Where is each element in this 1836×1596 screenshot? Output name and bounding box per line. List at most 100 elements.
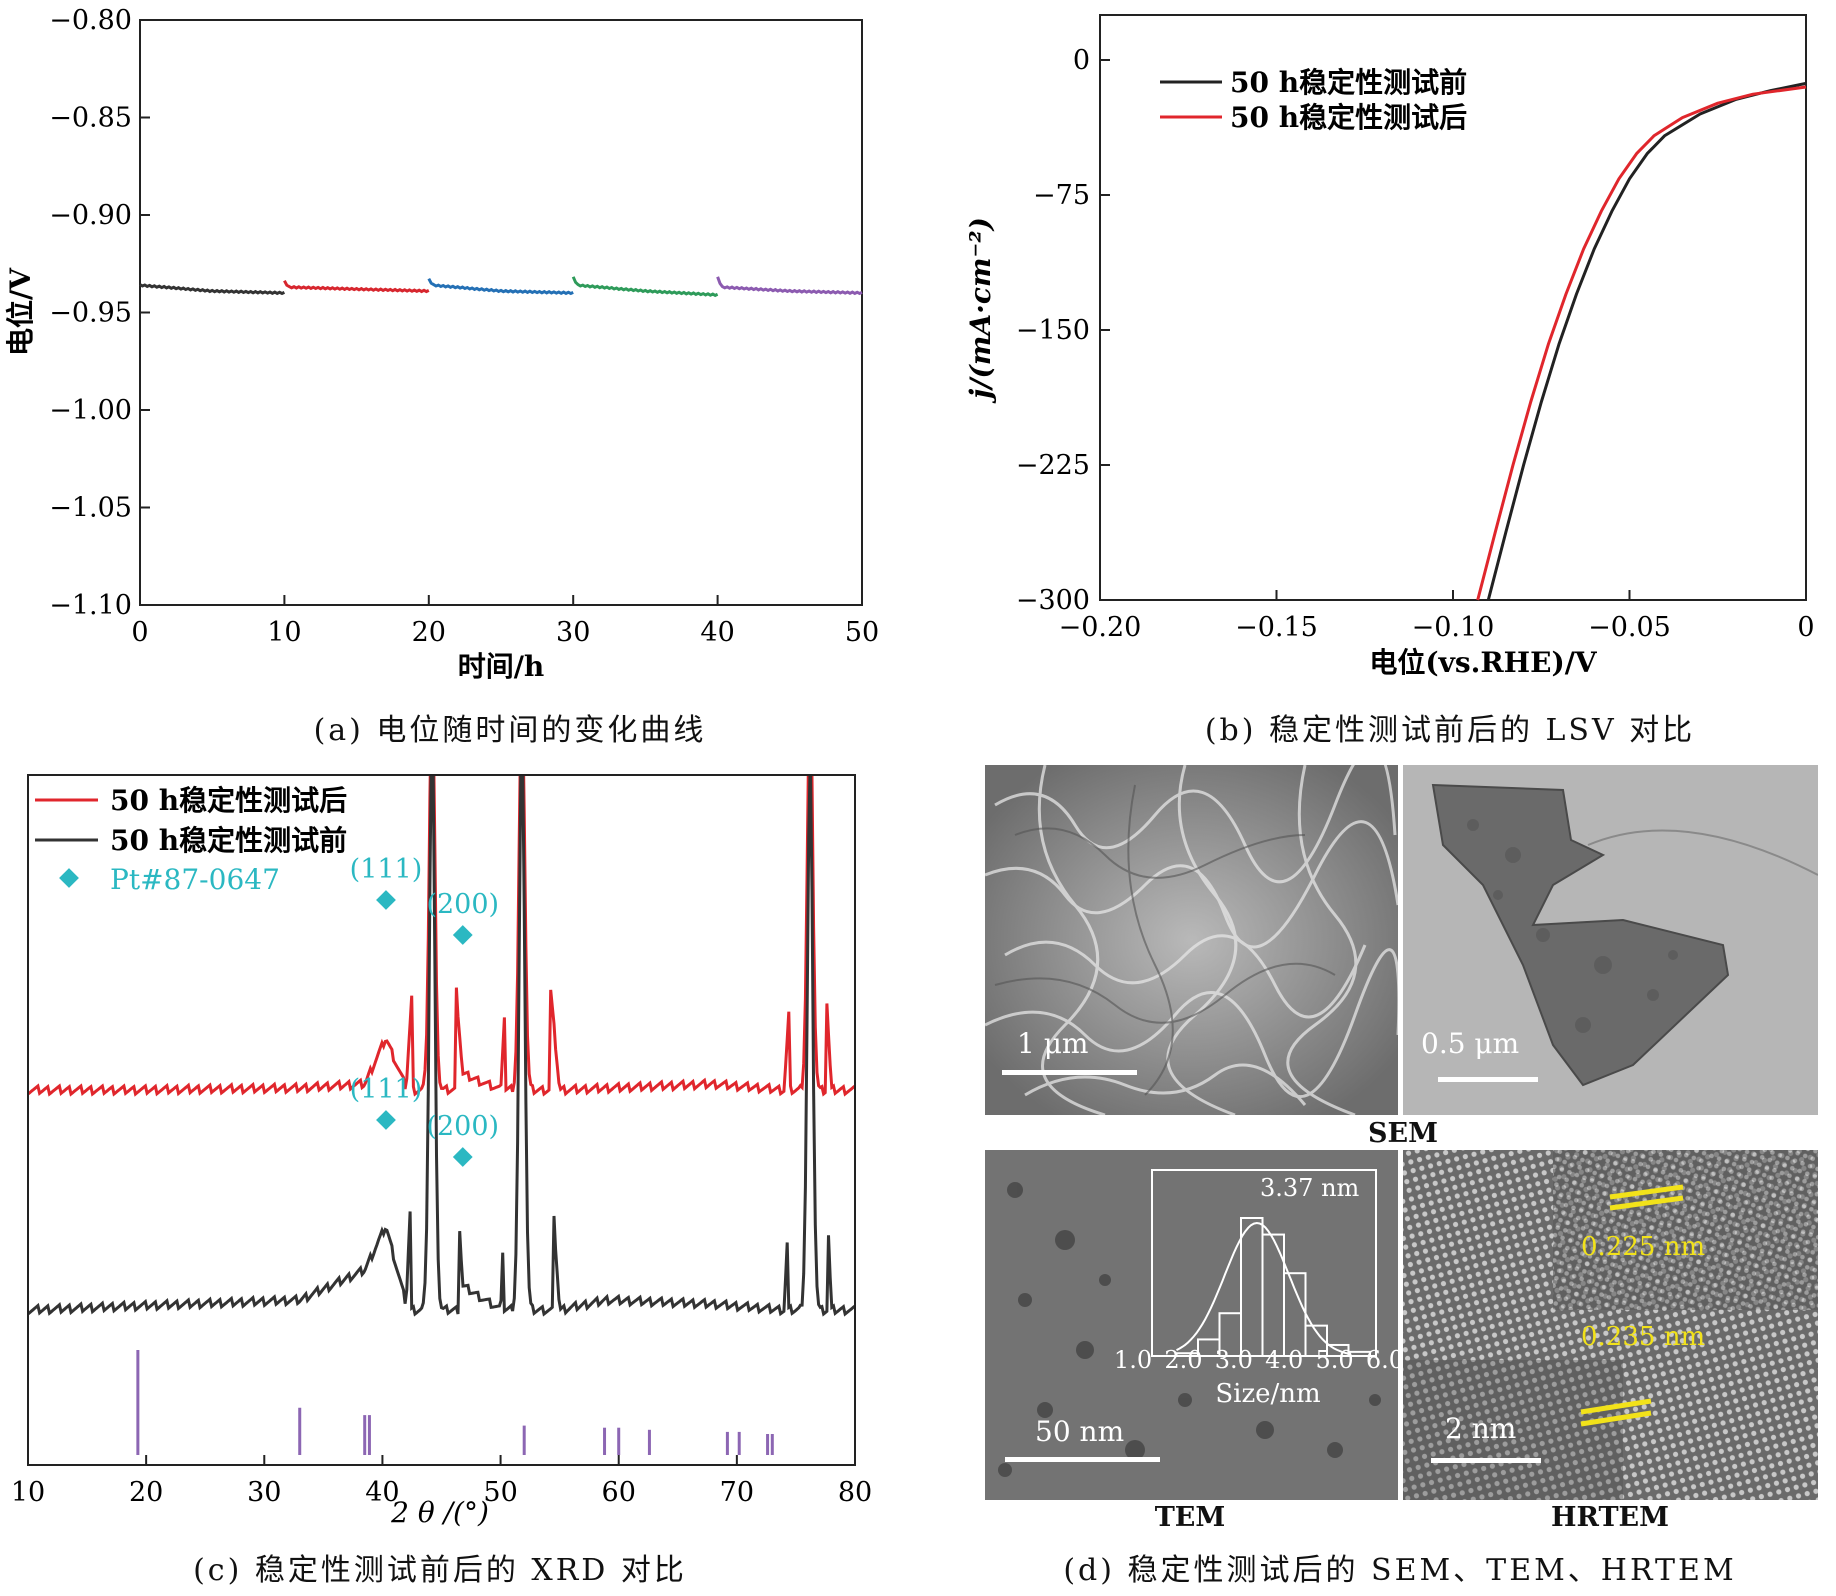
a-ytick-label: −0.95 bbox=[49, 298, 132, 329]
caption-b: (b) 稳定性测试前后的 LSV 对比 bbox=[1204, 713, 1696, 748]
a-series-5 bbox=[716, 276, 863, 296]
c-peak-marker bbox=[452, 925, 473, 945]
chart-b: 0 −75 −150 −225 −300 −0.20 −0.15 −0.10 −0.05 0 5… bbox=[964, 14, 1815, 679]
b-series-2 bbox=[1476, 85, 1807, 601]
a-series-2 bbox=[283, 279, 430, 294]
a-xtick-label: 10 bbox=[267, 617, 301, 648]
c-peak-label: (200) bbox=[426, 889, 499, 920]
tem-inset: 3.37 nm bbox=[1150, 1168, 1378, 1378]
tem-image: 3.37 nm 1.0 2.0 3.0 4.0 5.0 6.0 Size/nm 50 nm bbox=[985, 1150, 1398, 1500]
lattice-fringe-marks-top bbox=[1609, 1184, 1684, 1211]
chart-c: 10 20 30 40 50 60 70 80 (111)(200)(111)(200) 50… bbox=[11, 774, 872, 1529]
inset-bar bbox=[1347, 1350, 1371, 1358]
caption-d: (d) 稳定性测试后的 SEM、TEM、HRTEM bbox=[1063, 1553, 1737, 1588]
c-xtick-label: 20 bbox=[129, 1477, 163, 1508]
c-peak-label: (200) bbox=[426, 1111, 499, 1142]
tem-scalebar bbox=[1005, 1457, 1160, 1462]
b-ytick-label: 0 bbox=[1073, 45, 1090, 76]
chart-c-legend: 50 h稳定性测试后 50 h稳定性测试前 Pt#87-0647 bbox=[35, 784, 347, 896]
c-peak-marker bbox=[376, 1110, 396, 1130]
inset-bar bbox=[1326, 1343, 1350, 1358]
chart-a-xlabel: 时间/h bbox=[458, 650, 545, 683]
c-xtick-label: 30 bbox=[247, 1477, 281, 1508]
b-ytick-label: −300 bbox=[1016, 585, 1090, 616]
sem-scale-label: 1 μm bbox=[1017, 1027, 1089, 1060]
chart-a-ylabel: 电位/V bbox=[4, 267, 37, 356]
nanosheet-flake bbox=[1431, 783, 1730, 1087]
c-xtick-label: 10 bbox=[11, 1477, 45, 1508]
chart-b-xlabel: 电位(vs.RHE)/V bbox=[1369, 646, 1598, 679]
inset-xtick-label: 4.0 bbox=[1265, 1346, 1303, 1374]
c-peak-marker bbox=[376, 890, 396, 910]
a-xtick-label: 40 bbox=[700, 617, 734, 648]
inset-bar bbox=[1240, 1217, 1264, 1357]
b-xtick-label: 0 bbox=[1797, 612, 1814, 643]
a-ytick-label: −0.80 bbox=[49, 5, 132, 36]
a-ytick-label: −0.90 bbox=[49, 200, 132, 231]
b-xtick-label: −0.10 bbox=[1412, 612, 1495, 643]
sem-image: 1 μm bbox=[985, 765, 1398, 1115]
hrtem-texture bbox=[1403, 1150, 1818, 1500]
label-tem: TEM bbox=[1154, 1502, 1226, 1533]
b-ytick-label: −150 bbox=[1016, 315, 1090, 346]
legend-c-label-before: 50 h稳定性测试前 bbox=[110, 824, 347, 857]
tem-inset-axis: 1.0 2.0 3.0 4.0 5.0 6.0 Size/nm bbox=[1115, 1346, 1398, 1409]
lattice-fringe-marks-bottom bbox=[1580, 1398, 1652, 1427]
inset-xtick-label: 5.0 bbox=[1316, 1346, 1354, 1374]
inset-gaussian-curve bbox=[1176, 1221, 1349, 1355]
c-peak-label: (111) bbox=[350, 854, 423, 885]
c-peak-label: (111) bbox=[350, 1074, 423, 1105]
a-xtick-label: 0 bbox=[131, 617, 148, 648]
tem-lowmag-image: 0.5 μm bbox=[1403, 765, 1818, 1115]
c-xtick-label: 80 bbox=[838, 1477, 872, 1508]
inset-xtick-label: 1.0 bbox=[1115, 1346, 1152, 1374]
inset-bar bbox=[1304, 1324, 1328, 1357]
b-ytick-label: −75 bbox=[1033, 180, 1090, 211]
caption-c: (c) 稳定性测试前后的 XRD 对比 bbox=[193, 1553, 687, 1588]
chart-a: −0.80 −0.85 −0.90 −0.95 −1.00 −1.05 −1.10 0 10 2… bbox=[4, 5, 879, 683]
a-ytick-label: −1.05 bbox=[49, 493, 132, 524]
chart-b-ylabel: j/(mA·cm⁻²) bbox=[964, 217, 997, 404]
legend-c-label-ref: Pt#87-0647 bbox=[110, 863, 280, 896]
a-ytick-label: −1.10 bbox=[49, 590, 132, 621]
b-series-1 bbox=[1486, 81, 1807, 601]
c-xtick-label: 50 bbox=[483, 1477, 517, 1508]
b-xtick-label: −0.15 bbox=[1235, 612, 1318, 643]
inset-xtick-label: 2.0 bbox=[1164, 1346, 1202, 1374]
c-xtick-label: 60 bbox=[602, 1477, 636, 1508]
hrtem-image: 0.225 nm 0.235 nm 2 nm bbox=[1403, 1150, 1818, 1500]
chart-b-legend: 50 h稳定性测试前 50 h稳定性测试后 bbox=[1160, 66, 1467, 134]
tem-inset-histogram: 3.37 nm bbox=[1151, 1169, 1377, 1358]
c-peak-marker bbox=[452, 1147, 473, 1167]
tem-scale-label: 50 nm bbox=[1035, 1415, 1125, 1448]
c-xtick-label: 70 bbox=[720, 1477, 754, 1508]
a-series-3 bbox=[427, 277, 574, 296]
chart-b-ylabel-text: j/(mA·cm⁻²) bbox=[964, 217, 997, 404]
b-ytick-label: −225 bbox=[1016, 450, 1090, 481]
d-spacing-2: 0.235 nm bbox=[1581, 1322, 1706, 1352]
d-spacing-1: 0.225 nm bbox=[1581, 1232, 1706, 1262]
inset-xtick-label: 3.0 bbox=[1215, 1346, 1253, 1374]
legend-b-label-after: 50 h稳定性测试后 bbox=[1230, 101, 1467, 134]
c-series-2 bbox=[29, 776, 854, 1317]
a-ytick-label: −1.00 bbox=[49, 395, 132, 426]
a-xtick-label: 30 bbox=[556, 617, 590, 648]
hrtem-scalebar bbox=[1431, 1458, 1541, 1463]
tem-lowmag-texture bbox=[1403, 765, 1818, 1115]
legend-c-label-after: 50 h稳定性测试后 bbox=[110, 784, 347, 817]
sem-texture bbox=[985, 765, 1398, 1115]
tem-lowmag-scale-label: 0.5 μm bbox=[1421, 1027, 1520, 1060]
chart-c-xlabel: 2 θ /(°) bbox=[390, 1496, 489, 1529]
inset-title: 3.37 nm bbox=[1260, 1174, 1360, 1202]
inset-xtick-label: 6.0 bbox=[1366, 1346, 1398, 1374]
legend-b-label-before: 50 h稳定性测试前 bbox=[1230, 66, 1467, 99]
chart-a-plot-frame bbox=[139, 19, 863, 606]
sem-scalebar bbox=[1002, 1070, 1137, 1075]
b-xtick-label: −0.05 bbox=[1588, 612, 1671, 643]
hrtem-scale-label: 2 nm bbox=[1445, 1412, 1517, 1445]
caption-a: (a) 电位随时间的变化曲线 bbox=[313, 713, 707, 748]
tem-texture bbox=[985, 1150, 1398, 1500]
a-series-4 bbox=[571, 276, 719, 298]
tem-lowmag-scalebar bbox=[1438, 1077, 1538, 1082]
a-xtick-label: 50 bbox=[845, 617, 879, 648]
